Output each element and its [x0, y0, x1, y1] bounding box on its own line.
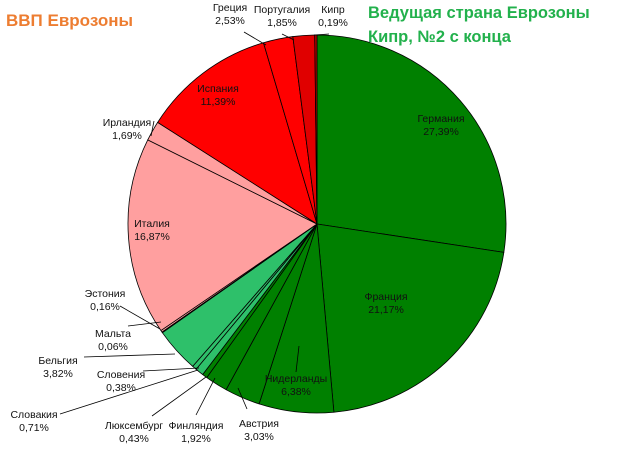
- leader-line-эстония: [119, 305, 161, 330]
- slice-label-словакия: Словакия 0,71%: [10, 409, 57, 434]
- slice-label-эстония: Эстония 0,16%: [85, 288, 126, 313]
- leader-line-финляндия: [195, 377, 216, 416]
- slice-label-name: Греция: [213, 2, 247, 14]
- leader-lines: [59, 31, 330, 417]
- slice-label-австрия: Австрия 3,03%: [239, 418, 279, 443]
- chart-title-right-line1: Ведущая страна Еврозоны: [368, 4, 590, 22]
- slice-label-name: Нидерланды: [265, 373, 327, 385]
- leader-line-словакия: [59, 369, 199, 415]
- slice-label-ирландия: Ирландия 1,69%: [103, 117, 151, 142]
- leader-line-ирландия: [150, 120, 155, 137]
- chart-title-left: ВВП Еврозоны: [6, 11, 133, 30]
- slice-label-словения: Словения 0,38%: [97, 369, 145, 394]
- slice-label-греция: Греция 2,53%: [213, 2, 247, 27]
- slice-label-name: Словакия: [10, 409, 57, 421]
- slice-label-percent: 1,85%: [267, 17, 297, 29]
- slice-labels: Германия 27,39% Франция 21,17% Нидерланды 6,3…: [10, 2, 464, 445]
- slice-label-percent: 27,39%: [423, 126, 459, 138]
- leader-line-нидерланды: [295, 345, 300, 373]
- leader-line-португалия: [281, 33, 295, 41]
- slice-label-percent: 21,17%: [368, 304, 404, 316]
- slice-label-percent: 0,71%: [19, 422, 49, 434]
- leader-line-люксембург: [151, 376, 207, 417]
- pie-slice-испания: [157, 42, 318, 225]
- pie-slice-италия: [127, 139, 318, 331]
- slice-label-name: Словения: [97, 369, 145, 381]
- pie-slice-франция: [316, 223, 505, 413]
- slice-label-name: Бельгия: [38, 355, 77, 367]
- slice-label-италия: Италия 16,87%: [134, 218, 170, 243]
- pie-slices: [127, 34, 507, 414]
- slice-label-испания: Испания 11,39%: [197, 83, 239, 108]
- slice-label-percent: 6,38%: [281, 386, 311, 398]
- leader-line-кипр: [313, 33, 330, 36]
- slice-label-name: Финляндия: [169, 420, 224, 432]
- slice-label-percent: 0,43%: [119, 433, 149, 445]
- slice-label-percent: 2,53%: [215, 15, 245, 27]
- slice-label-percent: 0,06%: [98, 341, 128, 353]
- slice-label-percent: 1,92%: [181, 433, 211, 445]
- leader-line-бельгия: [83, 353, 176, 358]
- leader-line-словения: [142, 367, 200, 372]
- slice-label-name: Италия: [134, 218, 170, 230]
- slice-label-германия: Германия 27,39%: [417, 113, 464, 138]
- slice-label-percent: 1,69%: [112, 130, 142, 142]
- slice-label-люксембург: Люксембург 0,43%: [105, 420, 163, 445]
- slice-label-percent: 0,16%: [90, 301, 120, 313]
- slice-label-нидерланды: Нидерланды 6,38%: [265, 373, 327, 398]
- slice-label-name: Франция: [364, 291, 407, 303]
- leader-line-греция: [243, 31, 267, 46]
- slice-label-кипр: Кипр 0,19%: [318, 4, 348, 29]
- slice-label-name: Люксембург: [105, 420, 163, 432]
- slice-label-name: Испания: [197, 83, 239, 95]
- slice-label-name: Германия: [417, 113, 464, 125]
- slice-label-name: Мальта: [95, 328, 131, 340]
- slice-label-percent: 16,87%: [134, 231, 170, 243]
- slice-label-percent: 3,82%: [43, 368, 73, 380]
- chart-title-right-line2: Кипр, №2 с конца: [368, 28, 512, 46]
- slice-label-percent: 0,38%: [106, 382, 136, 394]
- leader-line-австрия: [237, 387, 248, 410]
- slice-label-percent: 0,19%: [318, 17, 348, 29]
- slice-label-name: Португалия: [254, 4, 310, 16]
- slice-label-percent: 11,39%: [201, 96, 236, 108]
- slice-label-name: Кипр: [321, 4, 345, 16]
- slice-label-франция: Франция 21,17%: [364, 291, 407, 316]
- slice-label-мальта: Мальта 0,06%: [95, 328, 131, 353]
- leader-line-мальта: [127, 321, 162, 327]
- slice-label-бельгия: Бельгия 3,82%: [38, 355, 77, 380]
- slice-label-name: Эстония: [85, 288, 126, 300]
- slice-label-percent: 3,03%: [244, 431, 274, 443]
- slice-label-финляндия: Финляндия 1,92%: [169, 420, 224, 445]
- pie-slice-германия: [316, 34, 507, 253]
- slice-label-name: Австрия: [239, 418, 279, 430]
- slice-label-португалия: Португалия 1,85%: [254, 4, 310, 29]
- slice-label-name: Ирландия: [103, 117, 151, 129]
